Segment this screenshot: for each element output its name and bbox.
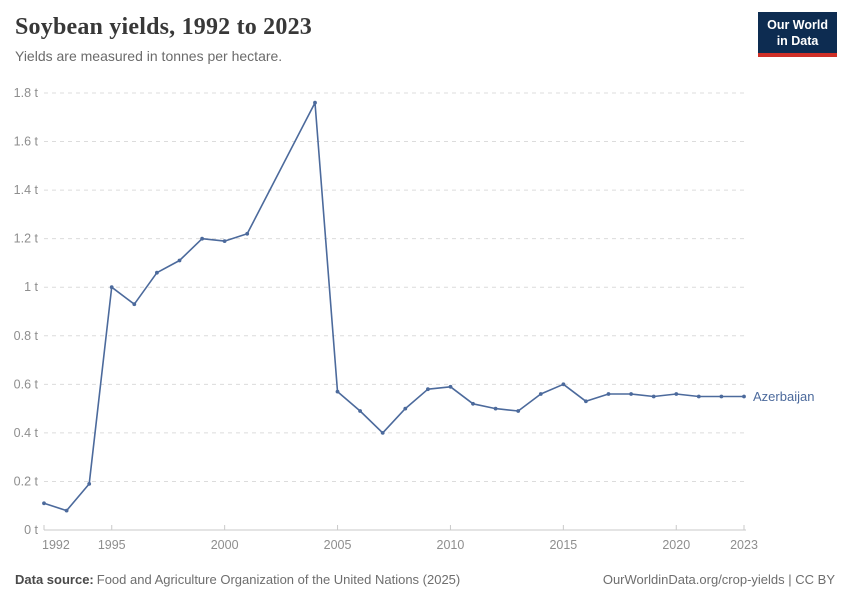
y-axis-tick-label: 1.2 t	[14, 232, 39, 246]
chart-title: Soybean yields, 1992 to 2023	[15, 14, 312, 40]
x-axis-tick-label: 2010	[437, 538, 465, 552]
data-point[interactable]	[516, 409, 521, 413]
data-point[interactable]	[606, 392, 611, 396]
y-axis-tick-label: 1.4 t	[14, 183, 39, 197]
data-point[interactable]	[87, 482, 92, 486]
data-point[interactable]	[335, 389, 340, 394]
owid-logo-line1: Our World	[767, 18, 828, 32]
data-point[interactable]	[629, 392, 633, 396]
data-point[interactable]	[742, 394, 746, 399]
data-point[interactable]	[245, 231, 250, 236]
data-point[interactable]	[177, 258, 182, 263]
y-axis-tick-label: 1 t	[24, 280, 38, 294]
data-point[interactable]	[109, 285, 114, 290]
data-source-label: Data source:	[15, 572, 94, 587]
data-point[interactable]	[200, 236, 205, 241]
data-point[interactable]	[448, 384, 453, 389]
data-point[interactable]	[426, 387, 430, 392]
y-axis-tick-label: 0 t	[24, 523, 38, 537]
data-point[interactable]	[132, 302, 137, 307]
y-axis-tick-label: 1.6 t	[14, 135, 39, 149]
series-line[interactable]	[43, 101, 744, 512]
data-point[interactable]	[719, 394, 724, 399]
data-point[interactable]	[471, 401, 475, 406]
y-axis-tick-label: 0.2 t	[14, 474, 39, 488]
y-axis-tick-label: 0.8 t	[14, 329, 39, 343]
data-point[interactable]	[696, 394, 701, 399]
footer-link[interactable]: OurWorldinData.org/crop-yields | CC BY	[602, 572, 835, 587]
y-axis-tick-label: 1.8 t	[14, 86, 39, 100]
data-point[interactable]	[584, 399, 588, 404]
data-point[interactable]	[64, 508, 69, 513]
data-source-text: Food and Agriculture Organization of the…	[96, 572, 461, 587]
owid-logo-line2: in Data	[776, 34, 819, 49]
data-point[interactable]	[561, 382, 566, 387]
data-point[interactable]	[538, 392, 543, 396]
chart-header: Soybean yields, 1992 to 2023 Yields are …	[15, 14, 312, 64]
x-axis-tick-label: 2020	[662, 538, 690, 552]
data-point[interactable]	[651, 394, 656, 399]
x-axis-tick-label: 2015	[549, 538, 577, 552]
x-axis-tick-label: 2023	[730, 538, 758, 552]
data-point[interactable]	[380, 431, 385, 435]
x-axis-tick-label: 1992	[42, 538, 70, 552]
chart-footer: Data source: Food and Agriculture Organiz…	[0, 572, 850, 600]
data-point[interactable]	[403, 406, 408, 411]
data-point[interactable]	[313, 100, 317, 105]
y-axis-tick-label: 0.6 t	[14, 377, 39, 391]
x-axis-tick-label: 2005	[324, 538, 352, 552]
owid-logo[interactable]: Our World in Data	[758, 12, 837, 57]
y-axis-tick-label: 0.4 t	[14, 426, 39, 440]
data-point[interactable]	[358, 409, 362, 413]
data-point[interactable]	[674, 392, 679, 396]
data-source: Data source: Food and Agriculture Organiz…	[15, 572, 460, 587]
x-axis-tick-label: 1995	[98, 538, 126, 552]
data-point[interactable]	[222, 239, 227, 244]
data-point[interactable]	[493, 406, 498, 411]
data-point[interactable]	[155, 270, 159, 275]
data-point[interactable]	[42, 501, 46, 506]
chart-subtitle: Yields are measured in tonnes per hectar…	[15, 48, 283, 64]
series-label[interactable]: Azerbaijan	[753, 389, 814, 404]
x-axis-tick-label: 2000	[211, 538, 239, 552]
